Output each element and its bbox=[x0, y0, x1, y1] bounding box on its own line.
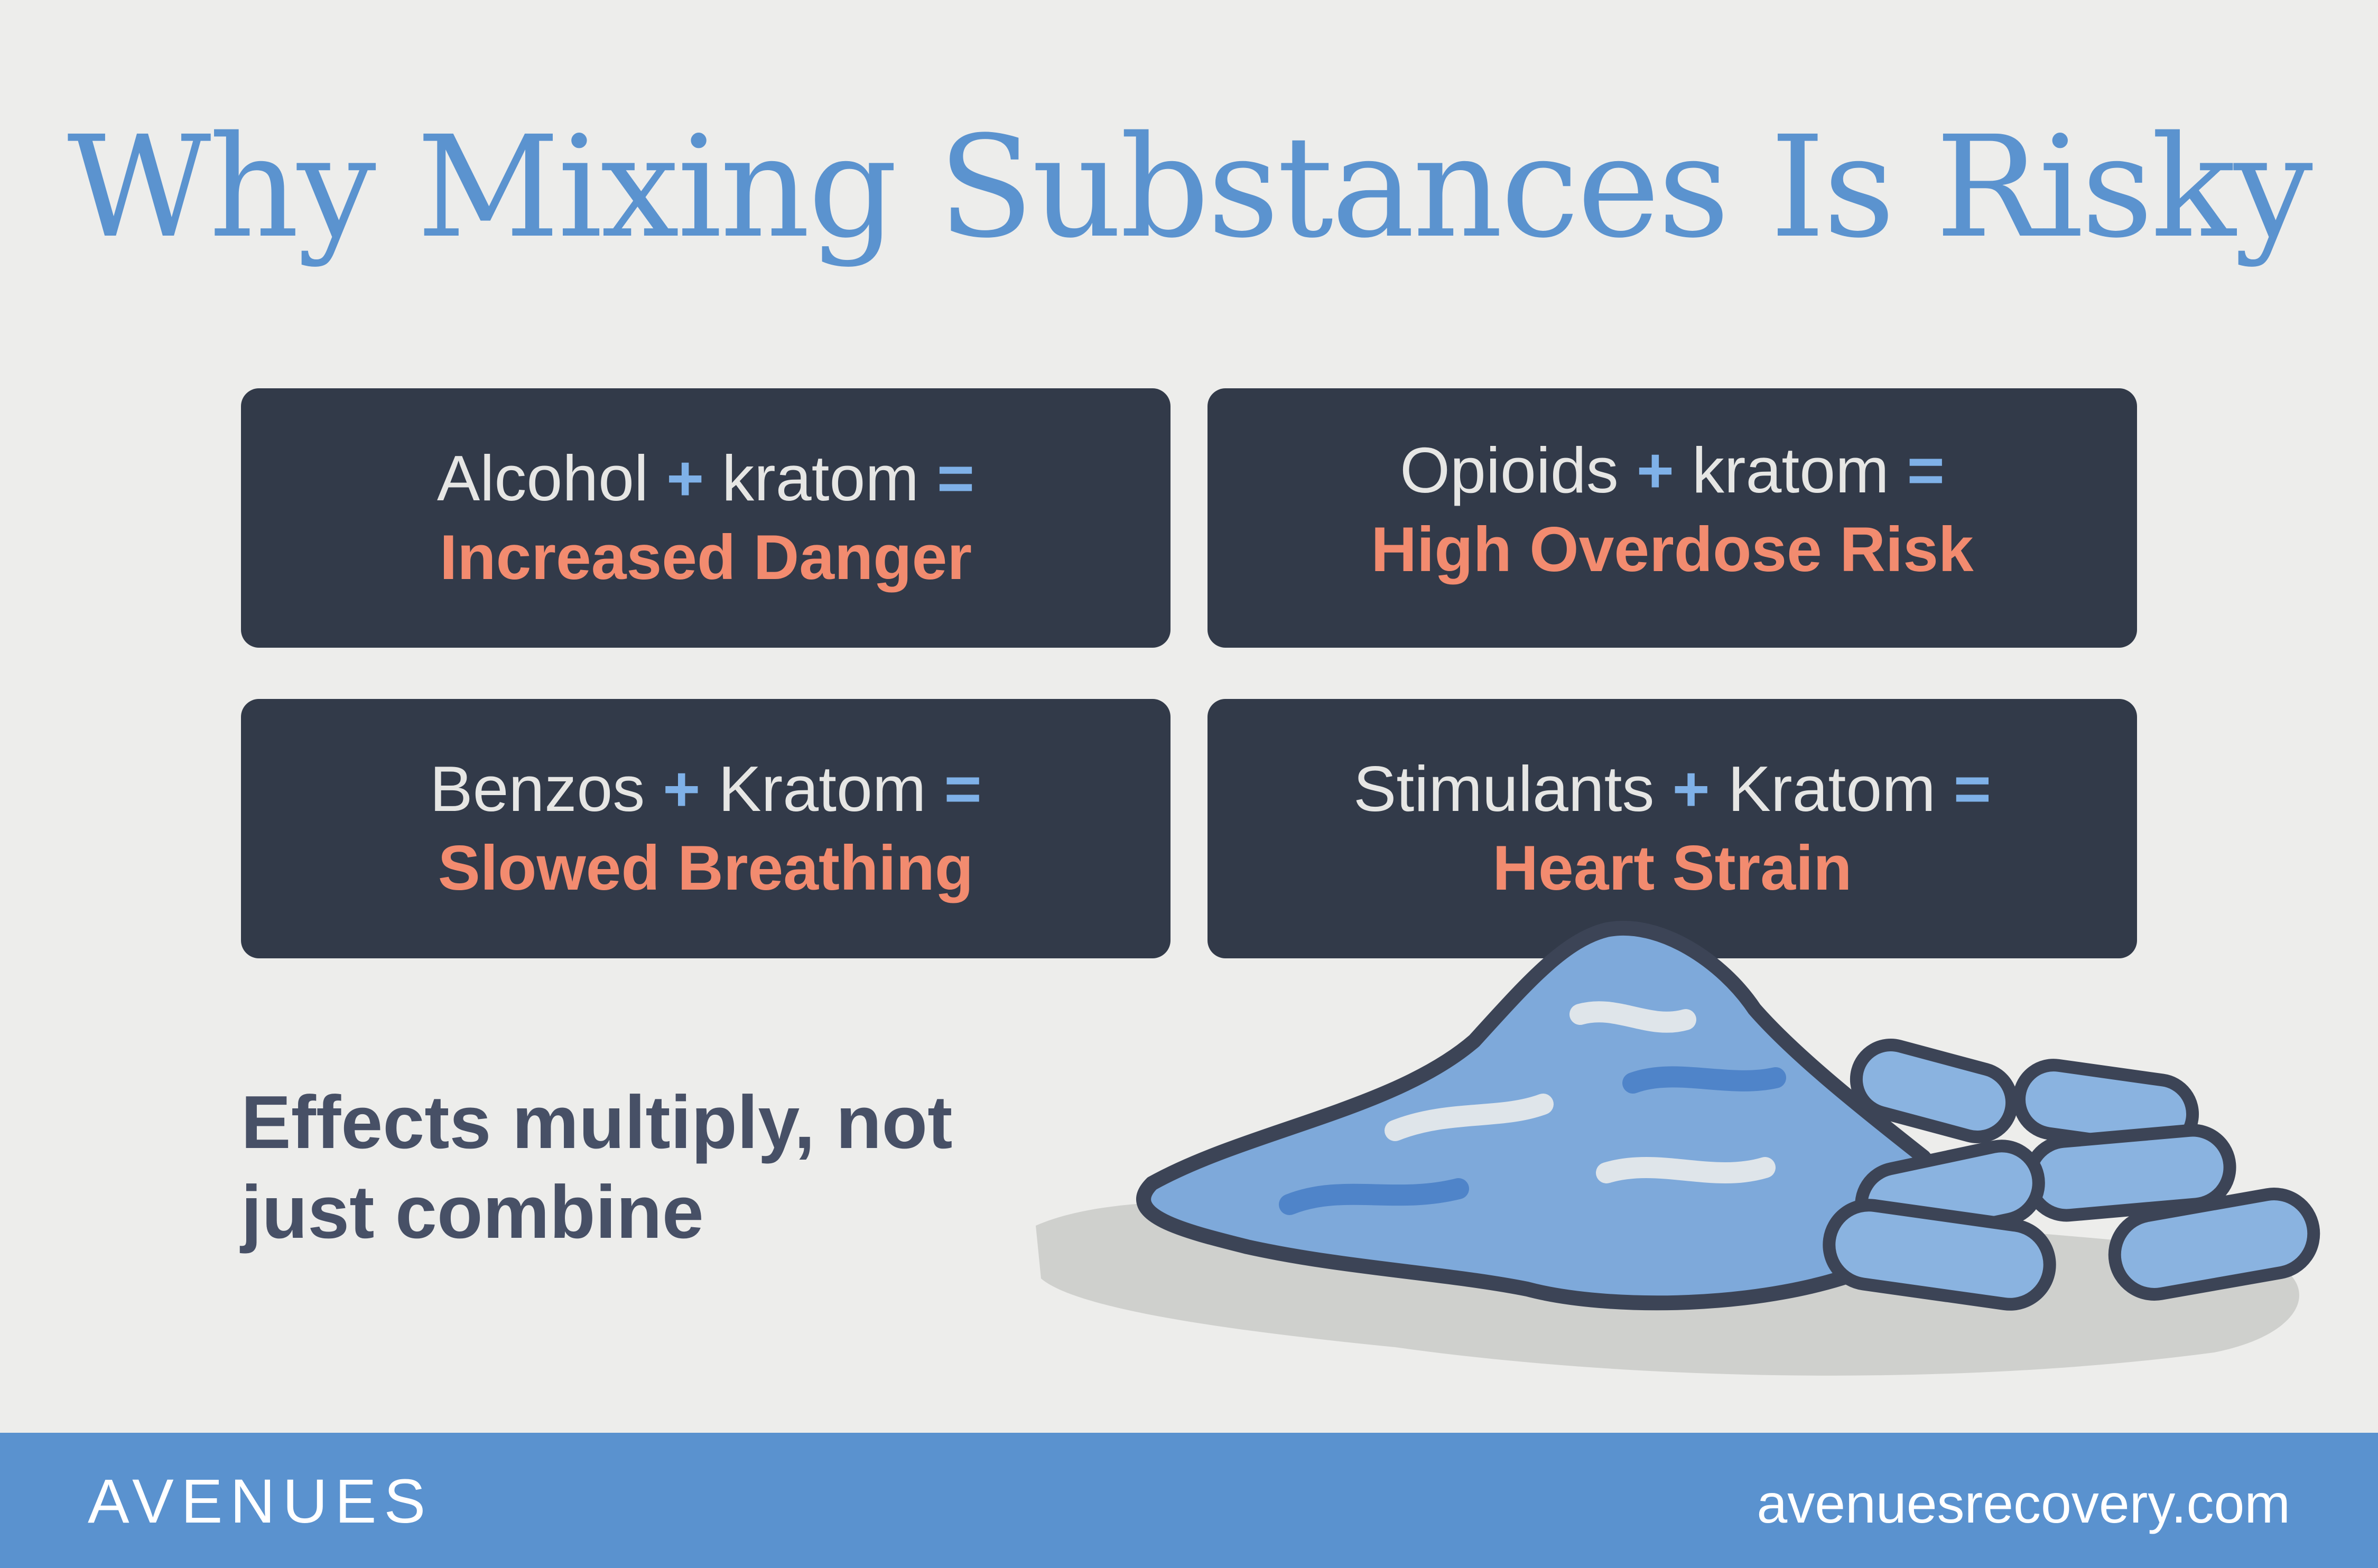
equals: = bbox=[1907, 434, 1945, 506]
card: Benzos + Kratom = Slowed Breathing bbox=[241, 699, 1171, 958]
substance: Opioids bbox=[1400, 434, 1619, 506]
tagline-line: just combine bbox=[241, 1170, 704, 1254]
tagline-line: Effects multiply, not bbox=[241, 1080, 953, 1164]
plus: + bbox=[1636, 434, 1674, 506]
title: Why Mixing Substances Is Risky bbox=[67, 106, 2313, 269]
logo: AVENUES bbox=[88, 1467, 433, 1536]
card-formula: Stimulants + Kratom = bbox=[1207, 749, 2137, 828]
capsules bbox=[1823, 1039, 2320, 1311]
card-result: High Overdose Risk bbox=[1371, 514, 1974, 585]
powder-highlight bbox=[1385, 1001, 1776, 1183]
substance: Kratom bbox=[718, 753, 926, 825]
card-result: Increased Danger bbox=[439, 522, 972, 593]
card-result: Heart Strain bbox=[1492, 833, 1852, 903]
card: Opioids + kratom = High Overdose Risk bbox=[1207, 388, 2137, 648]
capsule bbox=[1823, 1199, 2056, 1311]
card: Alcohol + kratom = Increased Danger bbox=[241, 388, 1171, 648]
substance: kratom bbox=[1692, 434, 1889, 506]
tagline: Effects multiply, not just combine bbox=[241, 1078, 952, 1257]
url: avenuesrecovery.com bbox=[1757, 1473, 2290, 1535]
footer: AVENUES avenuesrecovery.com bbox=[0, 1433, 2378, 1568]
card-result: Slowed Breathing bbox=[438, 833, 974, 903]
substance: Alcohol bbox=[436, 442, 649, 514]
equals: = bbox=[936, 442, 975, 514]
equals: = bbox=[944, 753, 982, 825]
card: Stimulants + Kratom = Heart Strain bbox=[1207, 699, 2137, 958]
equals: = bbox=[1953, 753, 1991, 825]
capsule bbox=[1850, 1039, 2019, 1143]
plus: + bbox=[666, 442, 704, 514]
card-formula: Alcohol + kratom = bbox=[241, 438, 1171, 518]
substance: Benzos bbox=[430, 753, 645, 825]
plus: + bbox=[1672, 753, 1710, 825]
powder-illustration bbox=[1036, 920, 2320, 1376]
powder-shade bbox=[1279, 1066, 1786, 1215]
card-formula: Benzos + Kratom = bbox=[241, 749, 1171, 828]
substance: kratom bbox=[722, 442, 919, 514]
plus: + bbox=[663, 753, 701, 825]
card-formula: Opioids + kratom = bbox=[1207, 431, 2137, 510]
substance: Kratom bbox=[1727, 753, 1936, 825]
substance: Stimulants bbox=[1353, 753, 1655, 825]
capsule bbox=[2108, 1188, 2320, 1301]
